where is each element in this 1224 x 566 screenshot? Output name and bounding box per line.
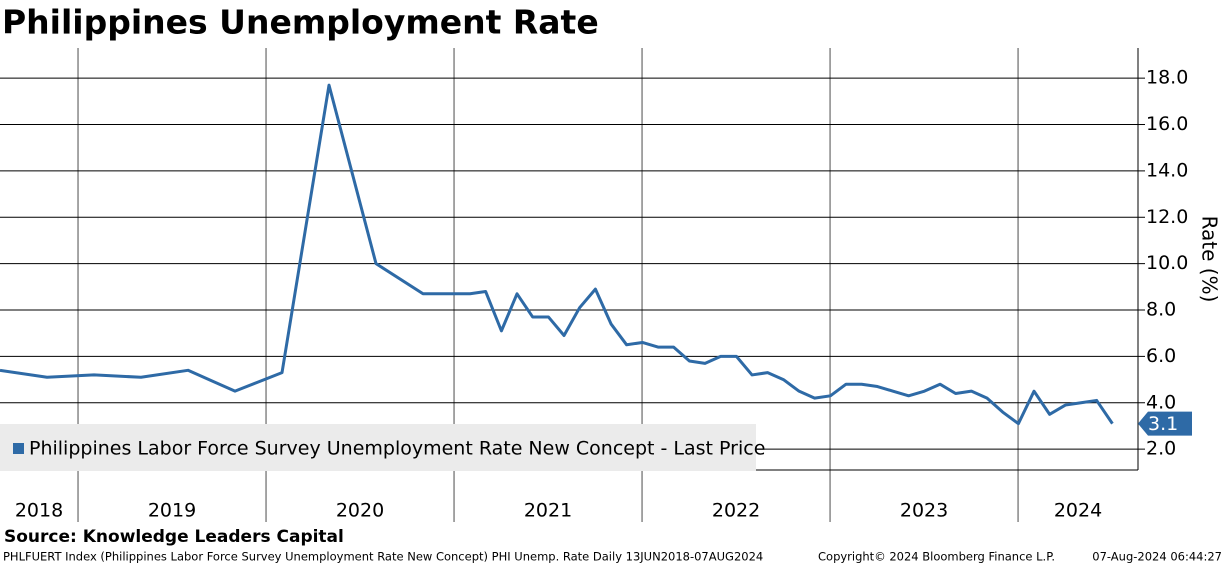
x-tick-label: 2018 — [15, 500, 63, 522]
chart-title: Philippines Unemployment Rate — [2, 3, 599, 42]
y-tick-label: 4.0 — [1146, 391, 1176, 413]
x-tick-label: 2023 — [900, 500, 948, 522]
legend-swatch — [13, 443, 24, 454]
y-tick-label: 2.0 — [1146, 438, 1176, 460]
source: Source: Knowledge Leaders Capital — [4, 527, 344, 547]
x-tick-label: 2021 — [524, 500, 572, 522]
y-tick-label: 10.0 — [1146, 252, 1188, 274]
x-tick-label: 2024 — [1054, 500, 1102, 522]
x-tick-label: 2022 — [712, 500, 760, 522]
y-tick-label: 6.0 — [1146, 345, 1176, 367]
legend-label: Philippines Labor Force Survey Unemploym… — [29, 438, 765, 460]
footer: 07-Aug-2024 06:44:27 — [1092, 550, 1222, 564]
footer: Copyright© 2024 Bloomberg Finance L.P. — [818, 550, 1055, 564]
legend-box — [0, 424, 756, 471]
x-tick-label: 2019 — [148, 500, 196, 522]
y-tick-label: 8.0 — [1146, 299, 1176, 321]
x-tick-label: 2020 — [336, 500, 384, 522]
y-tick-label: 12.0 — [1146, 206, 1188, 228]
y-tick-label: 18.0 — [1146, 67, 1188, 89]
data-line — [0, 83, 1114, 426]
footer: PHLFUERT Index (Philippines Labor Force … — [3, 550, 763, 564]
y-axis-label: Rate (%) — [1198, 216, 1222, 303]
last-price-label: 3.1 — [1148, 413, 1178, 435]
y-tick-label: 16.0 — [1146, 113, 1188, 135]
y-tick-label: 14.0 — [1146, 159, 1188, 181]
last-price-tag — [1138, 411, 1192, 436]
